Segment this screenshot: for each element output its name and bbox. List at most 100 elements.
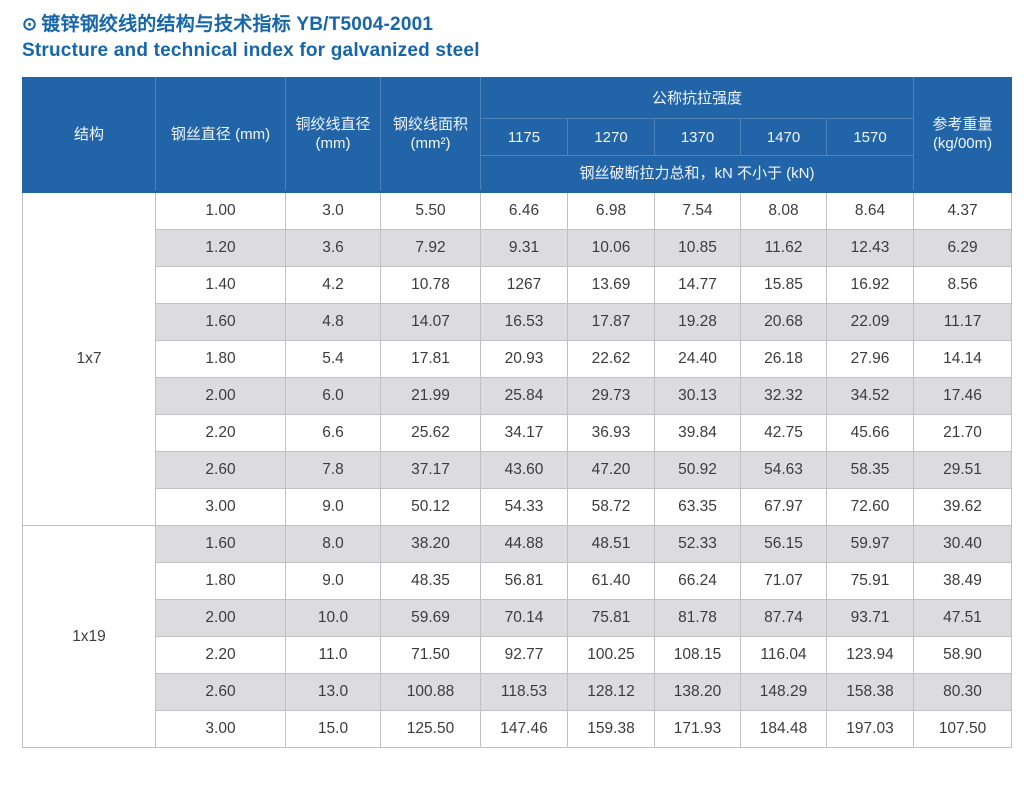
data-cell: 9.31 (480, 229, 568, 268)
data-cell: 34.17 (480, 414, 568, 453)
table-row: 1.20 3.6 7.92 9.31 10.06 10.85 11.62 12.43 6.29 (23, 229, 1013, 268)
data-cell: 1.60 (155, 525, 286, 564)
data-cell: 10.0 (285, 599, 381, 638)
data-cell: 7.8 (285, 451, 381, 490)
data-cell: 81.78 (654, 599, 741, 638)
data-cell: 47.20 (567, 451, 655, 490)
table-row: 3.00 9.0 50.12 54.33 58.72 63.35 67.97 72.60 39.… (23, 488, 1013, 527)
data-cell: 20.68 (740, 303, 827, 342)
table-header: 结构 钢丝直径 (mm) 铜绞线直径 (mm) 钢绞线面积 (mm²) 公称抗拉强度… (22, 77, 1013, 194)
header-strand-area-line2: (mm²) (410, 135, 451, 153)
page-title-zh-text: 镀锌钢绞线的结构与技术指标 YB/T5004-2001 (41, 14, 434, 35)
data-cell: 10.78 (380, 266, 481, 305)
header-structure: 结构 (22, 77, 156, 194)
data-cell: 34.52 (825, 377, 915, 416)
data-cell: 6.0 (285, 377, 381, 416)
data-cell: 59.69 (380, 599, 481, 638)
data-cell: 7.54 (654, 191, 741, 231)
data-cell: 30.40 (913, 525, 1013, 564)
data-cell: 48.35 (380, 562, 481, 601)
header-ref-weight-line2: (kg/00m) (932, 135, 993, 153)
header-tensile-group: 公称抗拉强度 (479, 77, 915, 120)
data-cell: 12.43 (825, 229, 915, 268)
data-cell: 37.17 (380, 451, 481, 490)
data-cell: 61.40 (567, 562, 655, 601)
table-row: 1.80 9.0 48.35 56.81 61.40 66.24 71.07 75.91 38.… (23, 562, 1013, 601)
data-cell: 4.37 (913, 191, 1013, 231)
data-cell: 56.15 (740, 525, 827, 564)
data-cell: 1.20 (155, 229, 286, 268)
table-row: 2.20 11.0 71.50 92.77 100.25 108.15 116.04 123.… (23, 636, 1013, 675)
data-cell: 47.51 (913, 599, 1013, 638)
data-cell: 171.93 (654, 710, 741, 749)
data-cell: 9.0 (285, 488, 381, 527)
data-cell: 15.0 (285, 710, 381, 749)
data-cell: 44.88 (480, 525, 568, 564)
data-cell: 36.93 (567, 414, 655, 453)
header-strand-area: 钢绞线面积 (mm²) (380, 77, 481, 194)
data-cell: 17.81 (380, 340, 481, 379)
data-cell: 25.84 (480, 377, 568, 416)
data-cell: 75.91 (825, 562, 915, 601)
data-cell: 39.84 (654, 414, 741, 453)
data-cell: 1.40 (155, 266, 286, 305)
data-cell: 16.92 (825, 266, 915, 305)
data-cell: 3.6 (285, 229, 381, 268)
data-cell: 1.60 (155, 303, 286, 342)
data-cell: 6.6 (285, 414, 381, 453)
data-cell: 50.92 (654, 451, 741, 490)
data-cell: 6.46 (480, 191, 568, 231)
data-cell: 2.60 (155, 673, 286, 712)
data-cell: 54.33 (480, 488, 568, 527)
table-row: 1x7 1.00 3.0 5.50 6.46 6.98 7.54 8.08 8.64 4.37 (22, 191, 1013, 527)
data-cell: 10.85 (654, 229, 741, 268)
data-cell: 66.24 (654, 562, 741, 601)
data-cell: 3.00 (155, 488, 286, 527)
data-cell: 2.00 (155, 599, 286, 638)
table-body: 1x7 1.00 3.0 5.50 6.46 6.98 7.54 8.08 8.64 4.37 1.… (22, 191, 1013, 749)
data-cell: 2.20 (155, 636, 286, 675)
data-cell: 184.48 (740, 710, 827, 749)
data-cell: 116.04 (740, 636, 827, 675)
data-cell: 2.60 (155, 451, 286, 490)
data-cell: 19.28 (654, 303, 741, 342)
header-strand-diameter-line1: 铜绞线直径 (295, 115, 371, 133)
data-cell: 71.50 (380, 636, 481, 675)
table-row: 2.60 7.8 37.17 43.60 47.20 50.92 54.63 58.35 29.… (23, 451, 1013, 490)
data-cell: 20.93 (480, 340, 568, 379)
data-cell: 8.64 (825, 191, 915, 231)
data-cell: 14.07 (380, 303, 481, 342)
data-cell: 26.18 (740, 340, 827, 379)
table-row: 2.00 10.0 59.69 70.14 75.81 81.78 87.74 93.71 47… (23, 599, 1013, 638)
header-breaking-note: 钢丝破断拉力总和，kN 不小于 (kN) (479, 155, 915, 194)
data-cell: 1.80 (155, 562, 286, 601)
data-cell: 70.14 (480, 599, 568, 638)
data-cell: 58.72 (567, 488, 655, 527)
data-cell: 39.62 (913, 488, 1013, 527)
data-cell: 75.81 (567, 599, 655, 638)
header-ref-weight: 参考重量 (kg/00m) (913, 77, 1013, 194)
data-cell: 13.69 (567, 266, 655, 305)
table-row: 1.40 4.2 10.78 1267 13.69 14.77 15.85 16.92 8.56 (23, 266, 1013, 305)
header-strand-area-line1: 钢绞线面积 (392, 115, 468, 133)
data-cell: 3.0 (285, 191, 381, 231)
data-cell: 147.46 (480, 710, 568, 749)
header-strand-diameter: 铜绞线直径 (mm) (285, 77, 381, 194)
data-cell: 1.00 (155, 191, 286, 231)
data-cell: 27.96 (825, 340, 915, 379)
data-cell: 6.98 (567, 191, 655, 231)
data-cell: 67.97 (740, 488, 827, 527)
data-cell: 125.50 (380, 710, 481, 749)
title-block: ⊙ 镀锌钢绞线的结构与技术指标 YB/T5004-2001 Structure a… (22, 12, 1011, 63)
data-cell: 63.35 (654, 488, 741, 527)
data-cell: 123.94 (825, 636, 915, 675)
data-cell: 11.17 (913, 303, 1013, 342)
data-cell: 107.50 (913, 710, 1013, 749)
data-cell: 50.12 (380, 488, 481, 527)
data-cell: 1.80 (155, 340, 286, 379)
data-cell: 38.20 (380, 525, 481, 564)
data-cell: 21.70 (913, 414, 1013, 453)
data-cell: 118.53 (480, 673, 568, 712)
data-cell: 71.07 (740, 562, 827, 601)
